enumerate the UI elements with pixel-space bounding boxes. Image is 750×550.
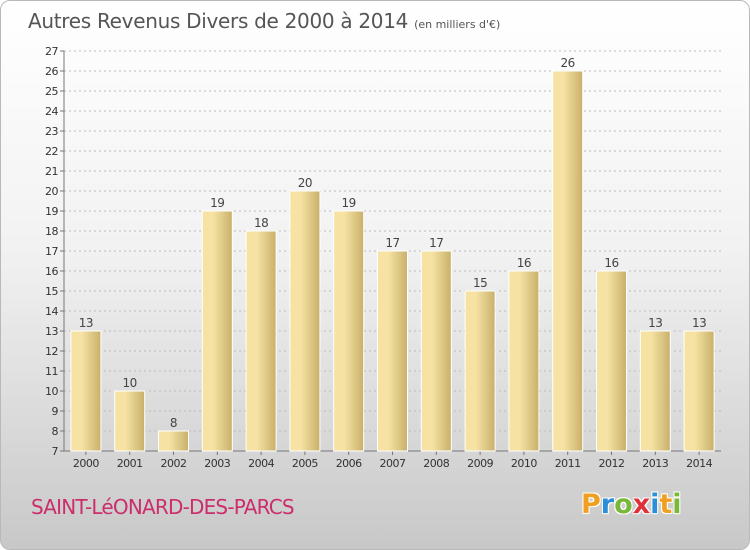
value-label-2008: 17 [429, 236, 443, 250]
value-label-2011: 26 [561, 56, 575, 70]
y-tick-label: 20 [45, 185, 58, 198]
y-tick-label: 14 [45, 305, 58, 318]
proxiti-logo[interactable]: Proxiti [581, 489, 682, 520]
bar-2000 [70, 330, 102, 452]
logo-letter: r [600, 489, 615, 520]
value-label-2012: 16 [604, 256, 618, 270]
bar-2010 [508, 270, 540, 452]
y-tick-label: 15 [45, 285, 58, 298]
x-tick-label-2004: 2004 [248, 457, 274, 470]
x-tick-label-2000: 2000 [73, 457, 99, 470]
bar-2005 [289, 190, 321, 452]
y-tick-label: 24 [45, 105, 58, 118]
value-label-2009: 15 [473, 276, 487, 290]
bar-2007 [377, 250, 408, 452]
x-tick-label-2003: 2003 [204, 457, 230, 470]
bar-2006 [333, 210, 365, 452]
y-tick-label: 8 [52, 425, 59, 438]
bar-2009 [464, 290, 496, 452]
value-label-2003: 19 [210, 196, 224, 210]
bar-2013 [639, 330, 671, 452]
y-tick-label: 19 [45, 205, 58, 218]
value-label-2005: 20 [298, 176, 312, 190]
bar-2002 [158, 430, 189, 452]
x-tick-label-2007: 2007 [380, 457, 406, 470]
x-tick-label-2014: 2014 [686, 457, 712, 470]
y-tick-label: 26 [45, 65, 58, 78]
title-row: Autres Revenus Divers de 2000 à 2014 (en … [28, 9, 500, 33]
logo-letter: P [581, 489, 601, 520]
y-tick-label: 21 [45, 165, 58, 178]
y-tick-label: 18 [45, 225, 58, 238]
value-label-2007: 17 [385, 236, 399, 250]
y-tick-label: 27 [45, 45, 58, 58]
x-tick-label-2002: 2002 [161, 457, 187, 470]
y-tick-label: 11 [45, 365, 58, 378]
value-label-2006: 19 [342, 196, 356, 210]
bar-2014 [683, 330, 715, 452]
x-tick-label-2009: 2009 [467, 457, 493, 470]
logo-letter: t [659, 489, 673, 520]
x-tick-label-2012: 2012 [599, 457, 625, 470]
y-tick-label: 16 [45, 265, 58, 278]
x-tick-label-2005: 2005 [292, 457, 318, 470]
logo-letter: x [632, 489, 651, 520]
y-tick-label: 17 [45, 245, 58, 258]
y-tick-label: 10 [45, 385, 58, 398]
bars [70, 70, 715, 452]
logo-letter: i [672, 489, 682, 520]
x-tick-label-2006: 2006 [336, 457, 362, 470]
bar-2003 [201, 210, 233, 452]
bar-2012 [596, 270, 627, 452]
x-tick-label-2011: 2011 [555, 457, 581, 470]
x-tick-label-2008: 2008 [423, 457, 449, 470]
chart-title: Autres Revenus Divers de 2000 à 2014 [28, 9, 409, 33]
value-label-2004: 18 [254, 216, 268, 230]
chart-subtitle: (en milliers d'€) [414, 18, 501, 31]
y-tick-label: 22 [45, 145, 58, 158]
y-tick-label: 9 [52, 405, 59, 418]
y-tick-label: 13 [45, 325, 58, 338]
logo-letter: o [614, 489, 633, 520]
y-tick-label: 25 [45, 85, 58, 98]
x-tick-label-2010: 2010 [511, 457, 537, 470]
bar-2008 [420, 250, 452, 452]
y-tick-label: 23 [45, 125, 58, 138]
value-label-2014: 13 [692, 316, 706, 330]
labels: 7 8 9 10 11 12 13 14 15 16 17 18 19 20 21 22 23 24 25 26 27 1… [45, 45, 713, 470]
x-tick-label-2013: 2013 [642, 457, 668, 470]
value-label-2001: 10 [123, 376, 137, 390]
bar-2004 [245, 230, 277, 452]
y-tick-label: 12 [45, 345, 58, 358]
value-label-2002: 8 [170, 416, 177, 430]
value-label-2000: 13 [79, 316, 93, 330]
bar-2011 [552, 70, 584, 452]
place-name: SAINT-LéONARD-DES-PARCS [31, 495, 295, 519]
bar-2001 [114, 390, 146, 452]
value-label-2013: 13 [648, 316, 662, 330]
x-tick-label-2001: 2001 [117, 457, 143, 470]
logo-letter: i [650, 489, 660, 520]
value-label-2010: 16 [517, 256, 531, 270]
y-tick-label: 7 [52, 445, 59, 458]
